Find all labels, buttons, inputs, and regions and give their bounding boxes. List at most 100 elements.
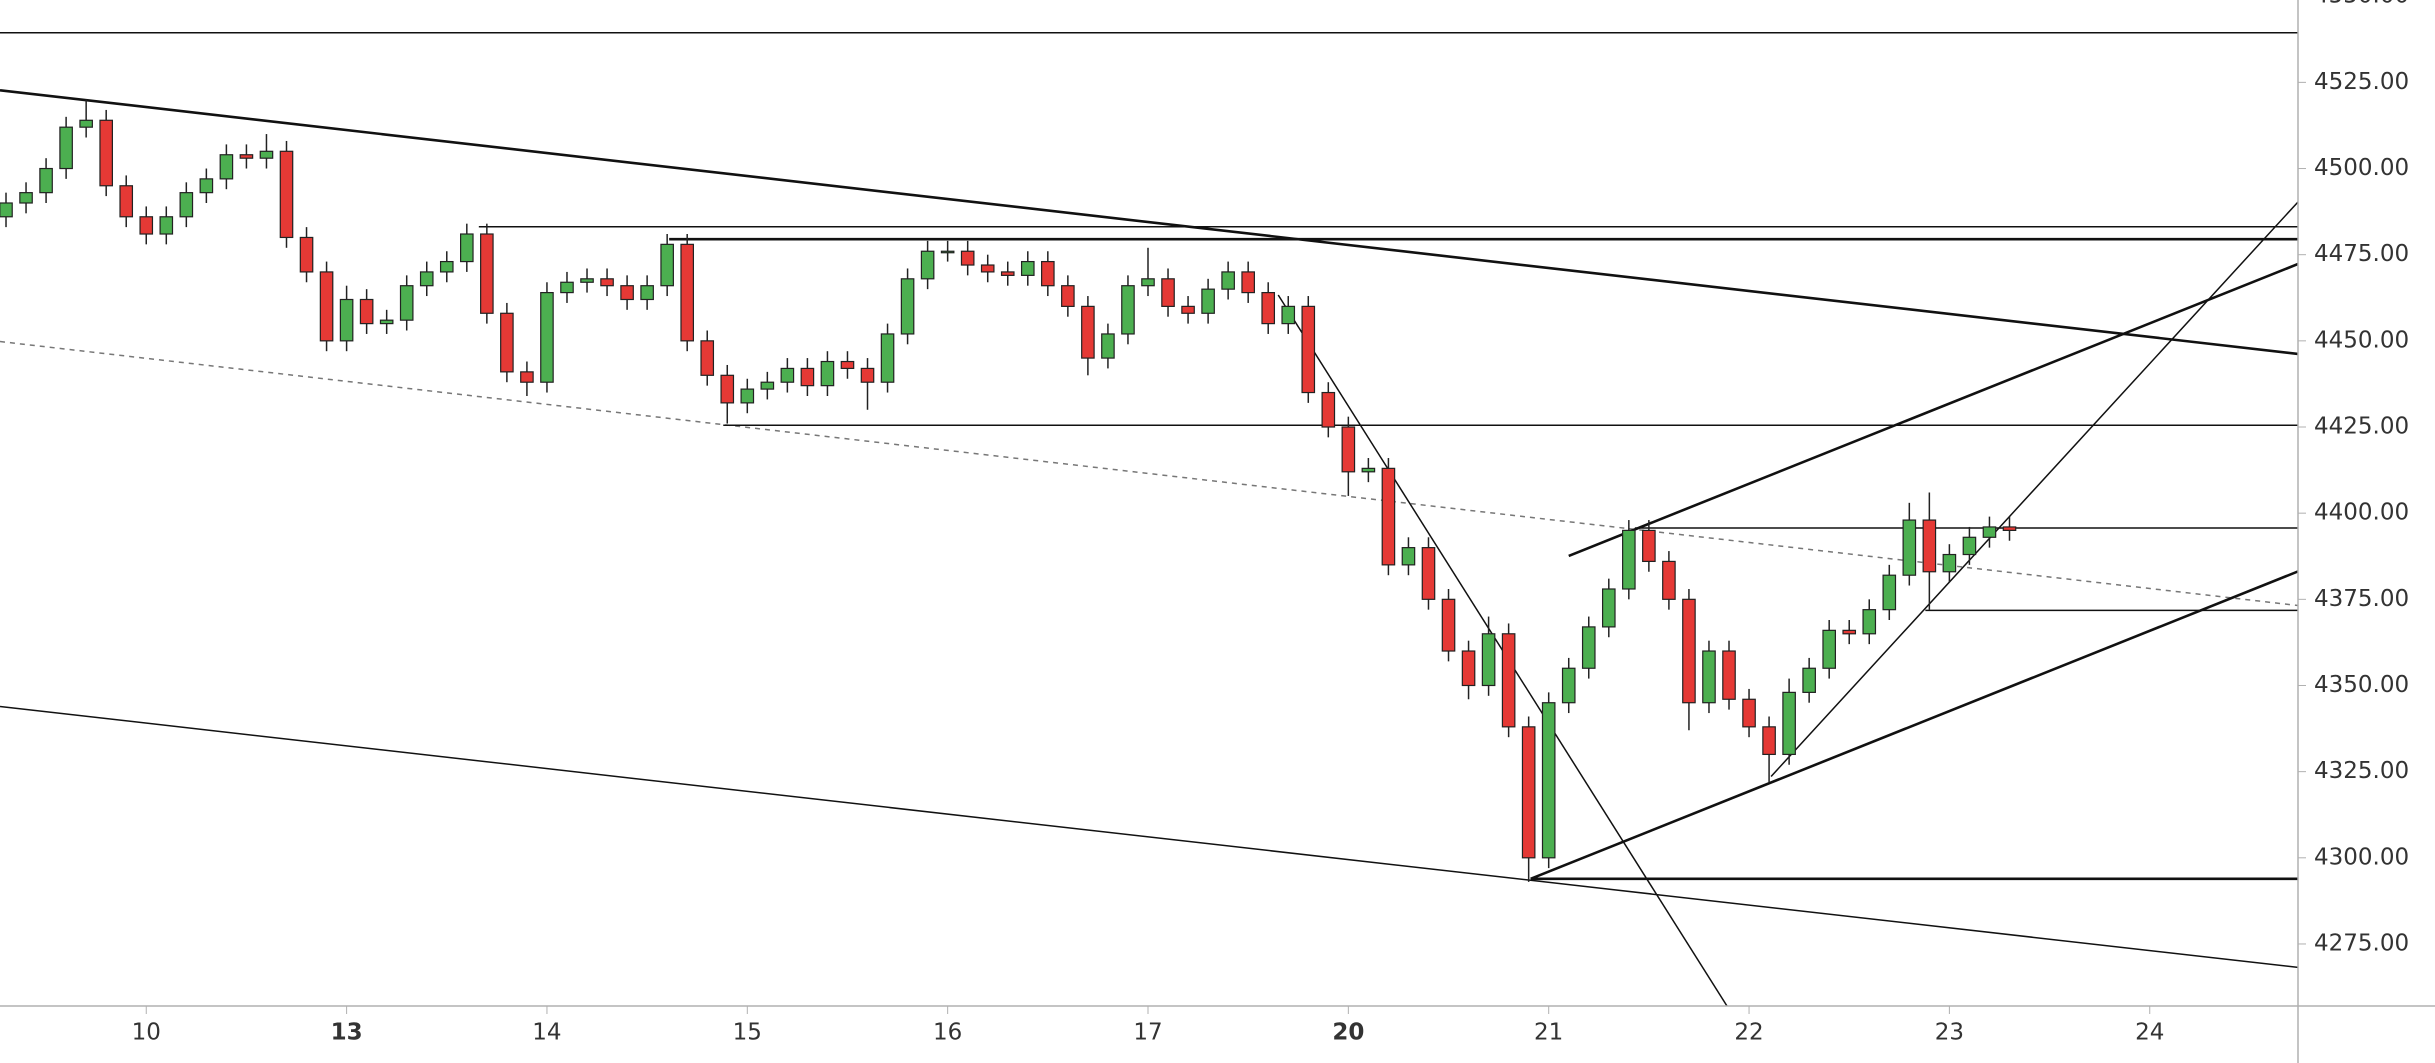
candle-body xyxy=(379,319,394,325)
candle-body xyxy=(0,202,13,218)
candle-body xyxy=(1802,667,1816,693)
candle-body xyxy=(1622,529,1636,590)
candle-body xyxy=(820,360,835,387)
candle-body xyxy=(960,250,975,266)
trend-line xyxy=(0,89,2298,356)
candle-body xyxy=(2002,526,2017,531)
candle-body xyxy=(1281,305,1296,325)
candle-body xyxy=(740,388,755,404)
trend-line xyxy=(1530,570,2298,881)
candle-body xyxy=(1902,519,1917,576)
candle-body xyxy=(1762,726,1776,756)
y-tick-label: 4450.00 xyxy=(2314,327,2409,353)
x-tick-label: 24 xyxy=(2135,1020,2164,1046)
candle-body xyxy=(1401,547,1416,566)
candle-body xyxy=(339,298,354,342)
candle-body xyxy=(1201,288,1215,314)
candle-body xyxy=(1361,467,1376,473)
candle-body xyxy=(1842,629,1857,635)
candle-body xyxy=(1020,260,1035,276)
candle-body xyxy=(1922,519,1937,573)
candle-body xyxy=(980,264,995,273)
y-tick-label: 4400.00 xyxy=(2314,500,2409,526)
candle-body xyxy=(900,278,915,335)
y-tick-label: 4475.00 xyxy=(2314,241,2409,267)
candle-body xyxy=(219,154,234,180)
candle-body xyxy=(1221,271,1235,290)
candle-body xyxy=(299,236,314,273)
candle-body xyxy=(199,178,214,194)
candle-body xyxy=(439,260,454,273)
candle-body xyxy=(1321,391,1336,428)
candle-body xyxy=(760,381,775,390)
candle-body xyxy=(560,281,574,294)
x-tick-label: 23 xyxy=(1935,1020,1964,1046)
y-tick-label: 4550.00 xyxy=(2314,0,2409,9)
candle-body xyxy=(1121,285,1135,335)
candle-body xyxy=(1181,305,1195,314)
candle-body xyxy=(700,340,715,376)
x-tick-label: 16 xyxy=(933,1020,962,1046)
candle-body xyxy=(1041,260,1055,287)
candle-body xyxy=(259,150,274,159)
candle-body xyxy=(1421,547,1436,600)
candle-body xyxy=(660,243,674,287)
candle-body xyxy=(1882,574,1897,611)
candle-body xyxy=(139,216,154,235)
candle-body xyxy=(399,285,414,321)
candle-body xyxy=(540,291,554,383)
candle-body xyxy=(99,119,113,187)
candle-body xyxy=(1962,536,1977,556)
candle-body xyxy=(159,216,174,235)
x-tick-label: 20 xyxy=(1332,1020,1364,1046)
candle-body xyxy=(840,360,855,370)
candle-body xyxy=(79,119,93,128)
candle-body xyxy=(319,271,334,342)
candle-body xyxy=(500,312,514,373)
candle-body xyxy=(1101,333,1115,359)
candle-body xyxy=(940,250,955,254)
y-tick-label: 4375.00 xyxy=(2314,586,2409,612)
candle-body xyxy=(1702,650,1716,704)
candle-body xyxy=(680,243,695,342)
candle-body xyxy=(239,154,254,159)
x-tick-label: 17 xyxy=(1133,1020,1162,1046)
candle-body xyxy=(1662,560,1676,600)
trend-line xyxy=(1770,201,2298,777)
y-tick-label: 4350.00 xyxy=(2314,672,2409,698)
candle-body xyxy=(1161,278,1175,307)
candle-body xyxy=(780,367,795,383)
candle-body xyxy=(620,285,634,301)
candle-body xyxy=(1822,629,1836,669)
x-tick-label: 15 xyxy=(733,1020,762,1046)
candle-body xyxy=(520,371,534,383)
candle-body xyxy=(460,233,474,263)
x-tick-label: 22 xyxy=(1734,1020,1763,1046)
x-tick-label: 21 xyxy=(1534,1020,1563,1046)
candle-body xyxy=(720,374,735,404)
candle-body xyxy=(1722,650,1736,700)
candle-body xyxy=(179,192,194,218)
candle-body xyxy=(1642,529,1656,563)
x-tick-label: 10 xyxy=(132,1020,161,1046)
x-tick-label: 14 xyxy=(532,1020,561,1046)
candle-body xyxy=(119,185,134,218)
candle-body xyxy=(1441,598,1456,652)
candle-body xyxy=(1862,609,1877,635)
trend-line xyxy=(1568,262,2298,558)
candle-body xyxy=(1541,702,1556,859)
candle-body xyxy=(59,126,73,170)
y-tick-label: 4500.00 xyxy=(2314,155,2409,181)
axes: 4275.00 4300.00 4325.00 4350.00 4375.00 4400.… xyxy=(132,0,2410,1046)
candle-body xyxy=(1481,633,1496,687)
y-tick-label: 4325.00 xyxy=(2314,758,2409,784)
candle-body xyxy=(1461,650,1476,687)
candle-body xyxy=(1061,285,1075,307)
candle-body xyxy=(419,271,434,287)
candle-body xyxy=(1301,305,1316,394)
candle-body xyxy=(1241,271,1255,294)
candle-body xyxy=(860,367,875,383)
candle-body xyxy=(1601,588,1616,628)
candle-body xyxy=(19,192,33,204)
